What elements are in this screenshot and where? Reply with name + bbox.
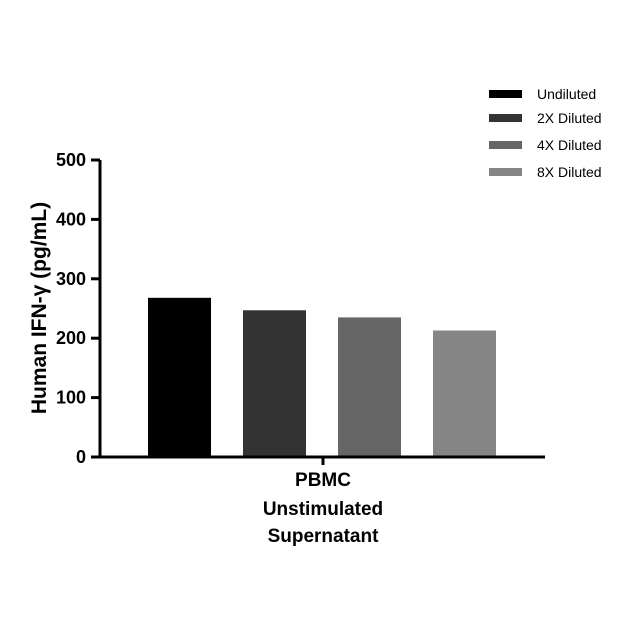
legend-label: 4X Diluted [537, 137, 602, 153]
legend-label: 8X Diluted [537, 164, 602, 180]
y-tick-label: 300 [56, 269, 86, 289]
x-axis [98, 455, 545, 465]
legend-swatch [489, 114, 522, 122]
legend-label: 2X Diluted [537, 110, 602, 126]
y-tick-label: 500 [56, 150, 86, 170]
legend-label: Undiluted [537, 86, 596, 102]
legend-swatch [489, 90, 522, 98]
y-tick-label: 200 [56, 328, 86, 348]
y-tick-label: 400 [56, 209, 86, 229]
legend-swatch [489, 141, 522, 149]
y-axis: 0 100 200 300 400 500 [56, 150, 102, 467]
category-label-line: PBMC [295, 470, 351, 491]
bar-4x-diluted [338, 317, 401, 457]
y-tick-label: 100 [56, 388, 86, 408]
bar-2x-diluted [243, 310, 306, 457]
legend: Undiluted 2X Diluted 4X Diluted 8X Diluted [489, 86, 602, 180]
bar-8x-diluted [433, 330, 496, 457]
category-label-line: Unstimulated [263, 499, 383, 520]
bars-group [148, 297, 496, 457]
y-tick-label: 0 [76, 447, 86, 467]
category-label: PBMC Unstimulated Supernatant [263, 470, 383, 547]
y-axis-title: Human IFN-γ (pg/mL) [28, 202, 51, 414]
legend-swatch [489, 168, 522, 176]
bar-undiluted [148, 297, 211, 457]
category-label-line: Supernatant [268, 526, 380, 547]
